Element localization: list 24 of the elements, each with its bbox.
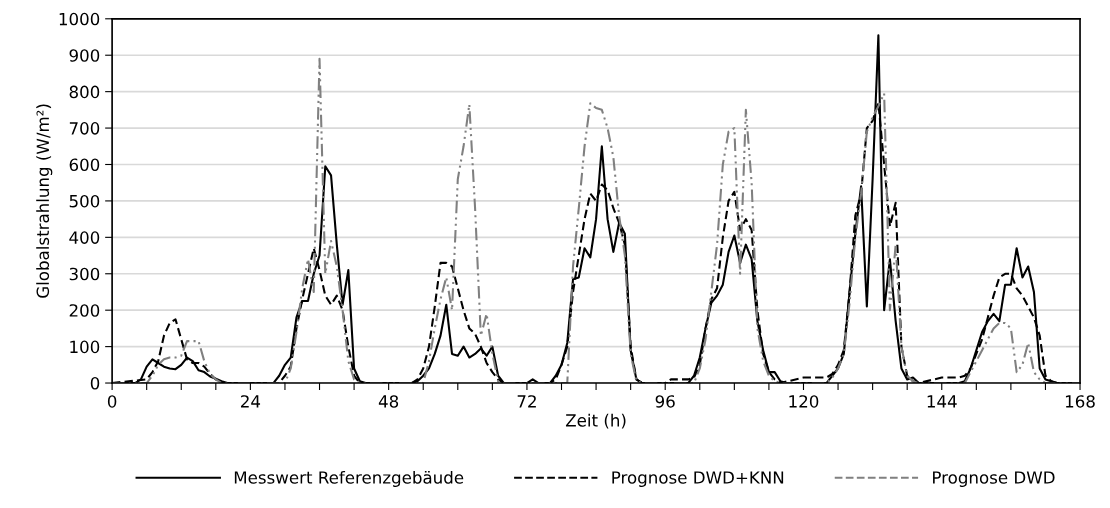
y-tick-label: 900: [69, 49, 100, 62]
y-tick-label: 500: [69, 194, 100, 208]
x-tick-label: 0: [107, 395, 117, 408]
legend-label: Prognose DWD: [933, 471, 1055, 488]
x-axis-title: Zeit (h): [565, 413, 626, 429]
y-tick-label: 1000: [59, 12, 100, 26]
y-tick-label: 600: [69, 158, 100, 172]
x-tick-label: 72: [517, 395, 536, 408]
x-tick-label: 168: [1065, 395, 1095, 408]
y-axis-title: Globalstrahlung (W/m²): [36, 104, 53, 298]
y-tick-label: 800: [69, 85, 100, 99]
legend-label: Messwert Referenzgebäude: [234, 470, 464, 488]
y-tick-label: 700: [69, 122, 100, 135]
x-tick-label: 144: [927, 395, 957, 408]
y-tick-label: 400: [69, 231, 100, 244]
y-tick-label: 100: [70, 340, 100, 354]
x-tick-label: 48: [378, 395, 399, 408]
x-tick-label: 24: [241, 395, 261, 408]
x-tick-label: 120: [789, 395, 819, 408]
y-tick-label: 200: [69, 304, 100, 317]
y-tick-label: 300: [69, 267, 100, 281]
y-tick-label: 0: [90, 376, 100, 390]
x-tick-label: 96: [655, 395, 675, 408]
legend-label: Prognose DWD+KNN: [612, 471, 784, 488]
